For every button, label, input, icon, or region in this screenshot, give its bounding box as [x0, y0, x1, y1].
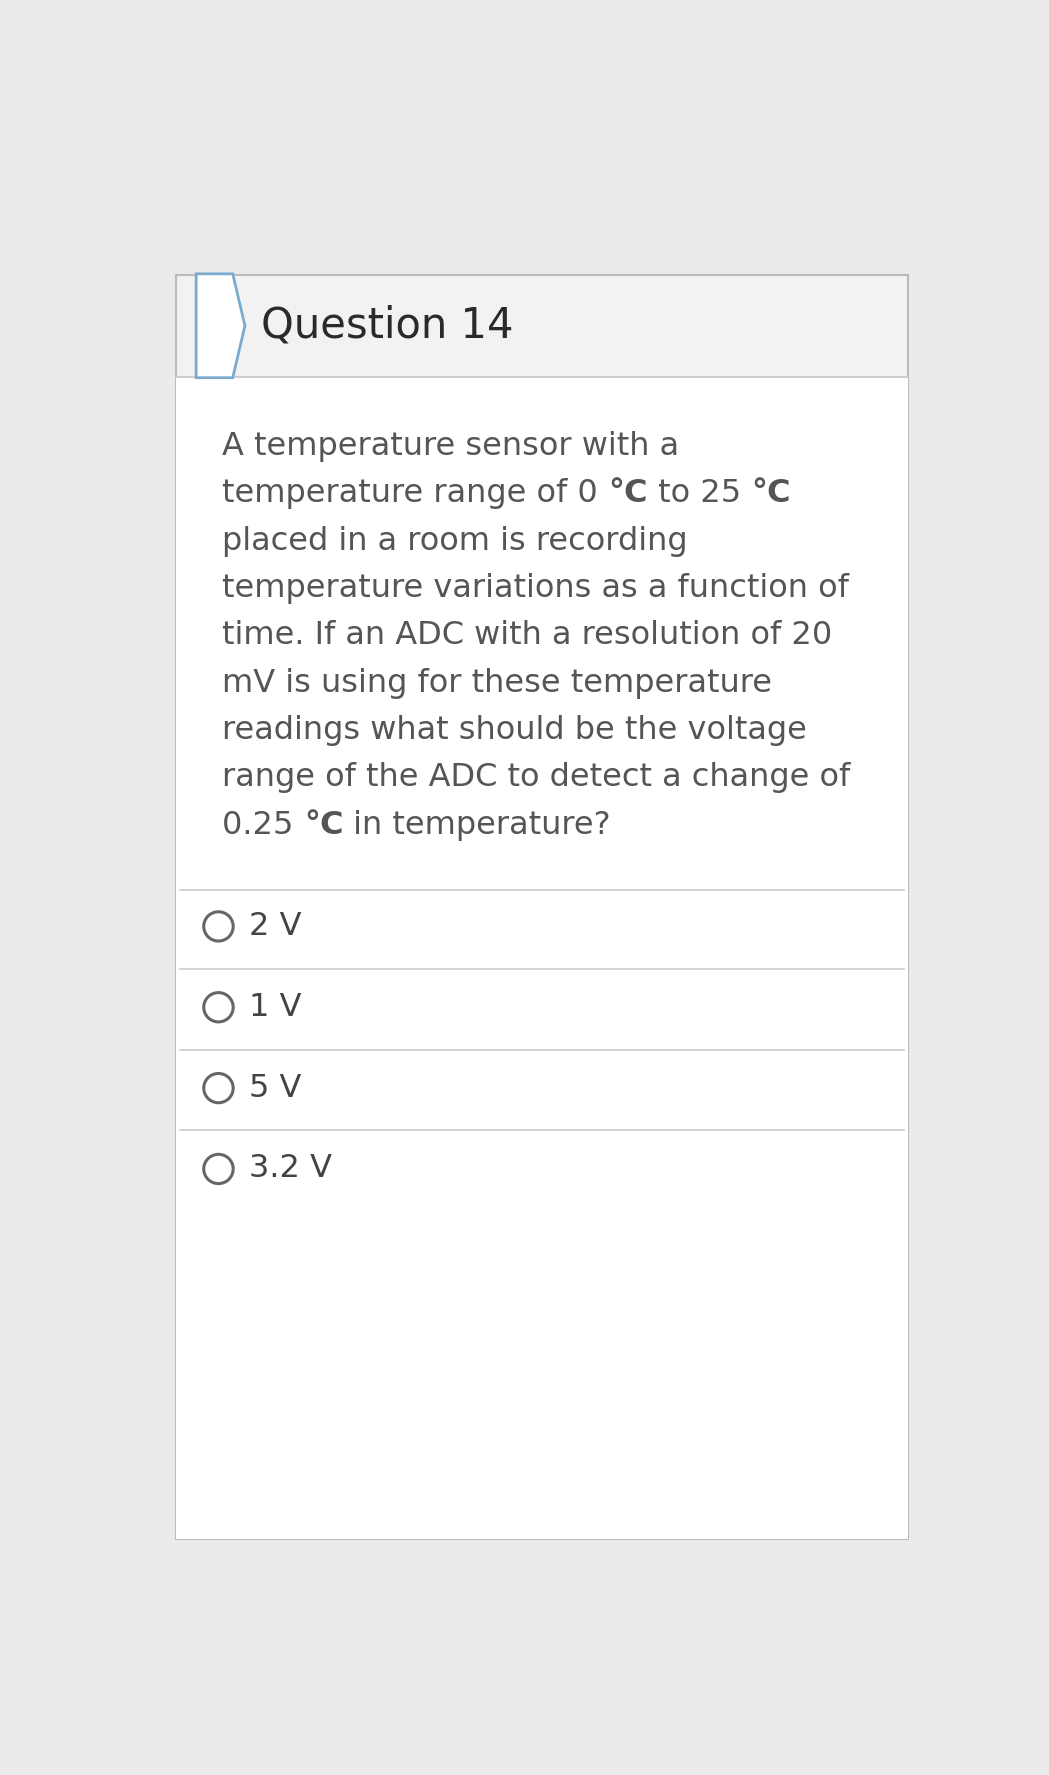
- Text: to 25: to 25: [647, 477, 751, 509]
- Text: in temperature?: in temperature?: [343, 809, 611, 841]
- Text: 2 V: 2 V: [250, 911, 302, 943]
- Text: A temperature sensor with a: A temperature sensor with a: [222, 431, 680, 462]
- Text: placed in a room is recording: placed in a room is recording: [222, 525, 688, 557]
- Polygon shape: [196, 273, 245, 378]
- Text: 5 V: 5 V: [250, 1072, 302, 1104]
- Text: 1 V: 1 V: [250, 992, 302, 1022]
- Text: °C: °C: [608, 477, 647, 509]
- Text: temperature variations as a function of: temperature variations as a function of: [222, 573, 850, 604]
- Text: readings what should be the voltage: readings what should be the voltage: [222, 715, 808, 746]
- Text: time. If an ADC with a resolution of 20: time. If an ADC with a resolution of 20: [222, 619, 833, 651]
- Text: range of the ADC to detect a change of: range of the ADC to detect a change of: [222, 763, 851, 793]
- Text: mV is using for these temperature: mV is using for these temperature: [222, 667, 772, 699]
- Text: Question 14: Question 14: [261, 305, 514, 346]
- FancyBboxPatch shape: [176, 376, 907, 1539]
- Text: 0.25: 0.25: [222, 809, 304, 841]
- Text: °C: °C: [304, 809, 343, 841]
- Text: 3.2 V: 3.2 V: [250, 1154, 333, 1184]
- Text: temperature range of 0: temperature range of 0: [222, 477, 608, 509]
- FancyBboxPatch shape: [176, 275, 907, 1539]
- Text: °C: °C: [751, 477, 791, 509]
